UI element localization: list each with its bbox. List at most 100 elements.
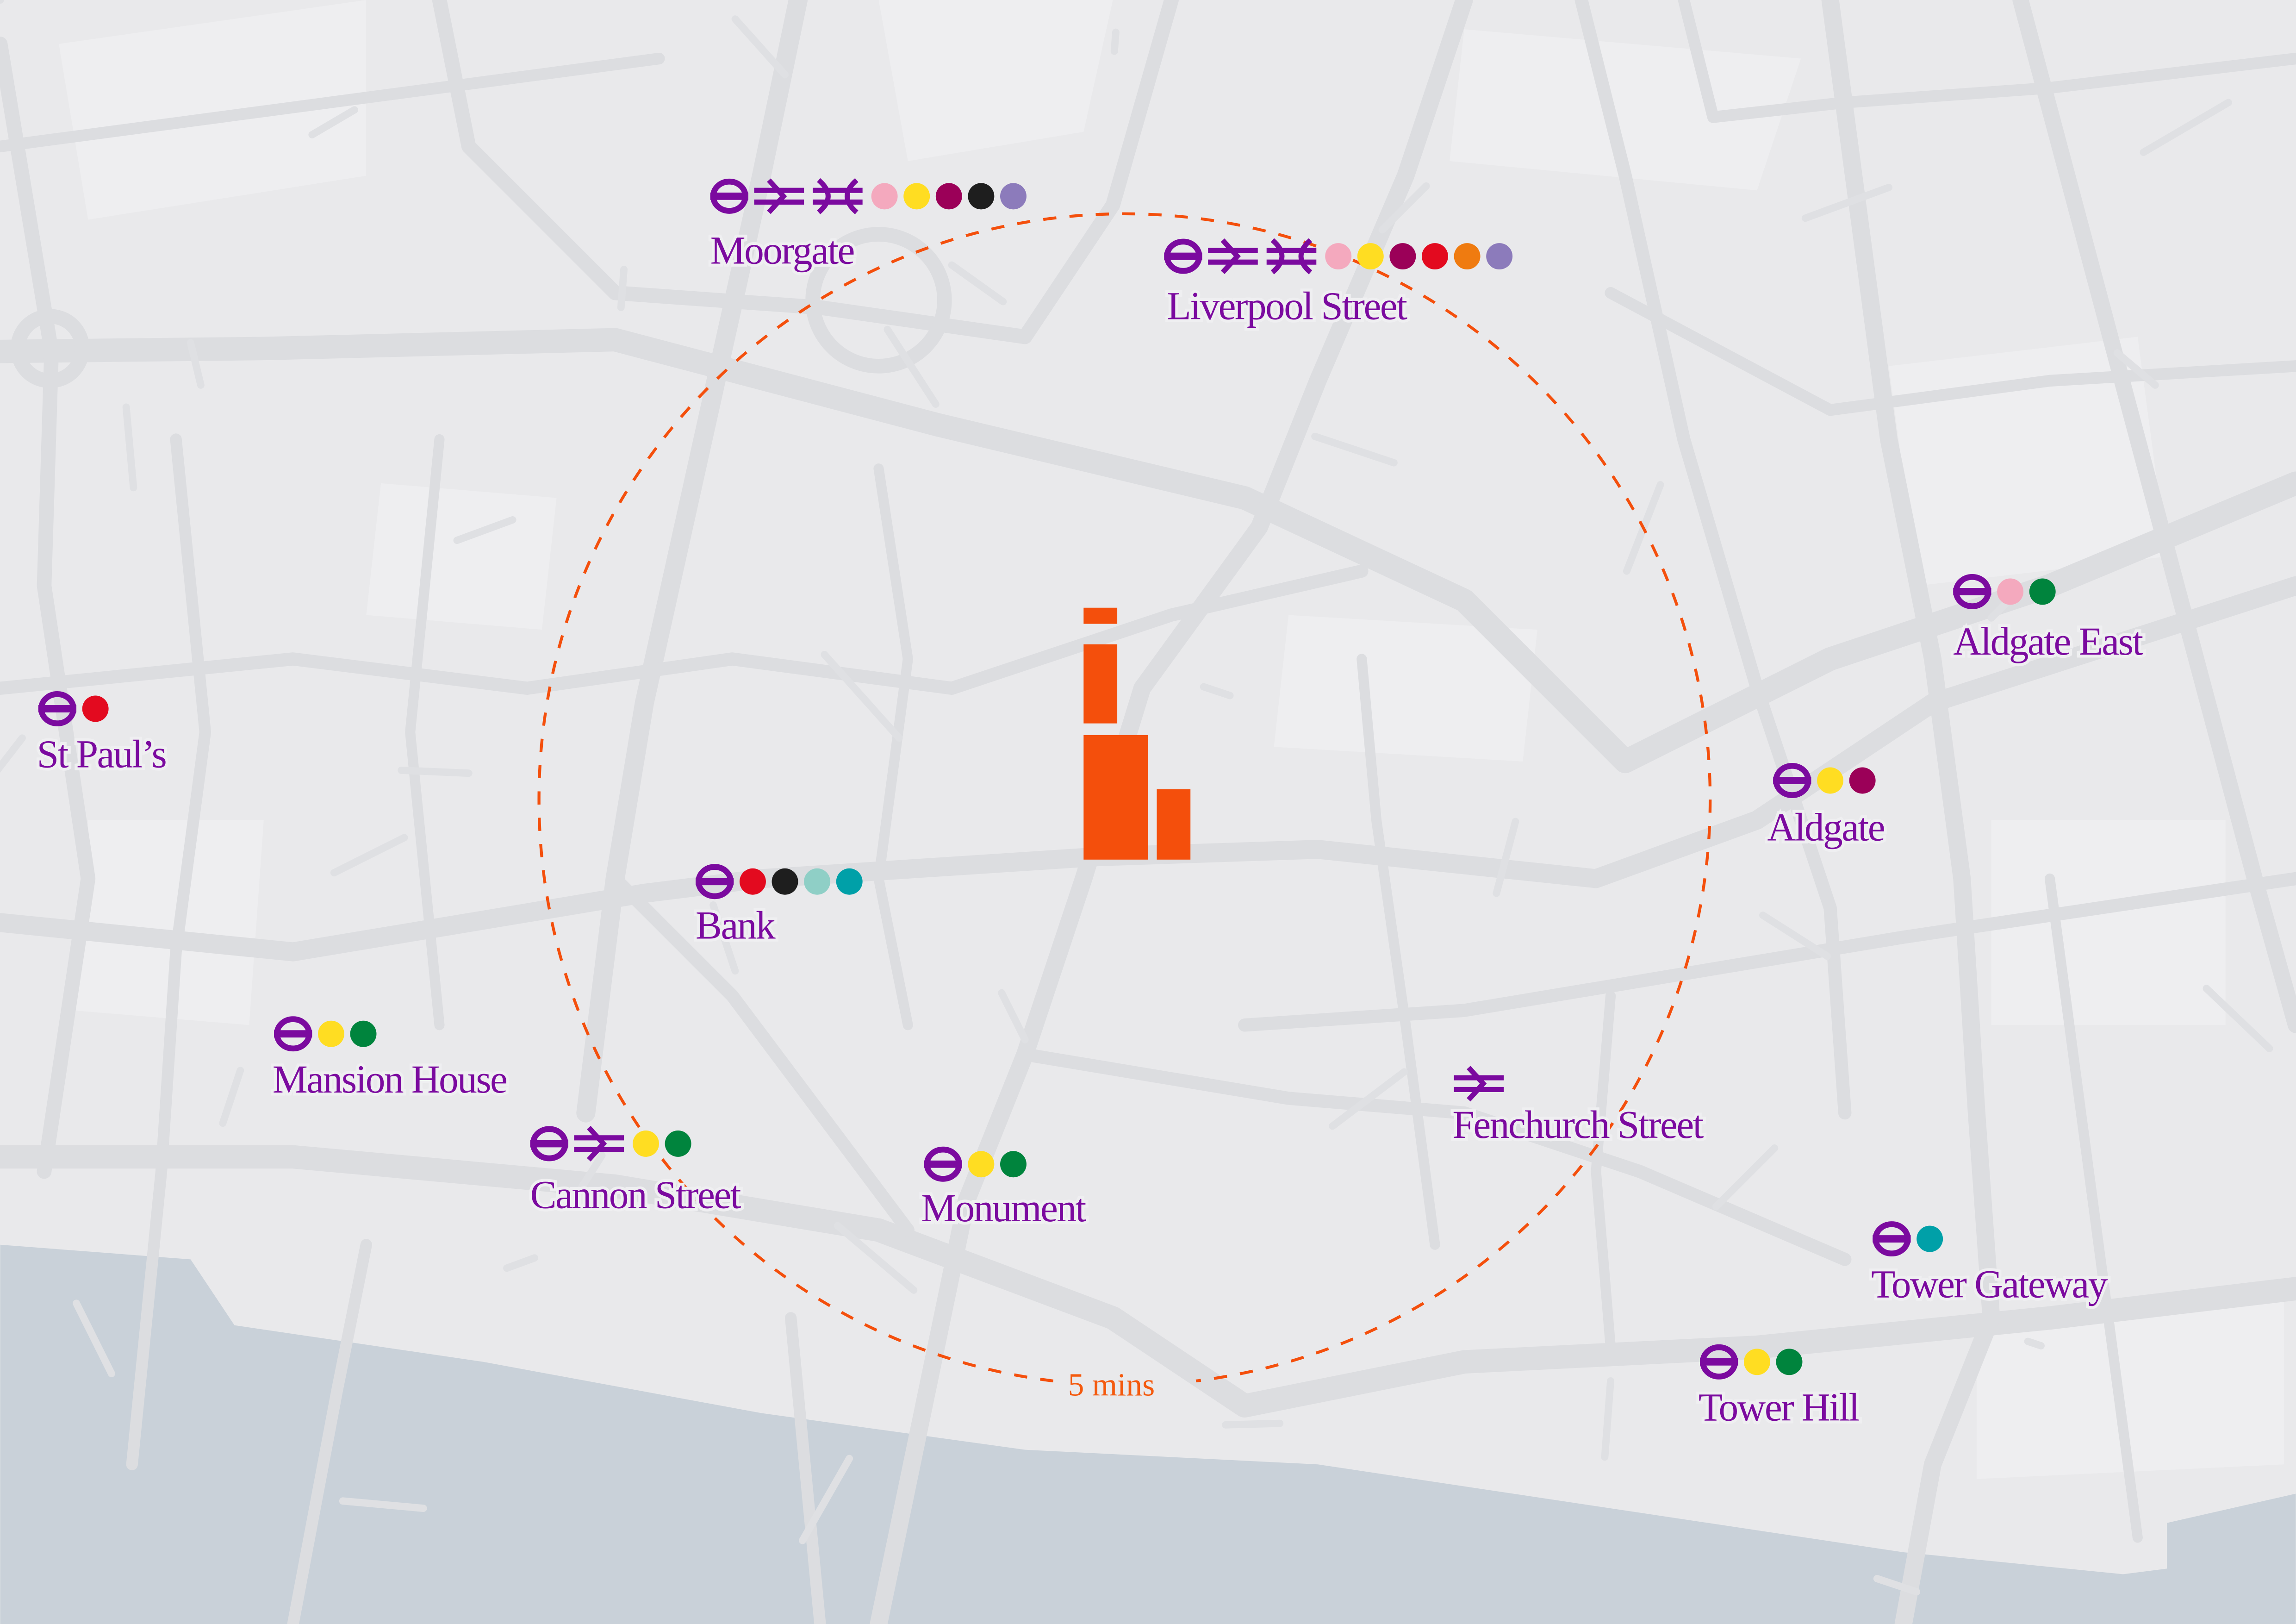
line-dot-light-teal bbox=[804, 868, 831, 895]
minor-road bbox=[709, 901, 739, 975]
minor-road bbox=[1329, 1068, 1408, 1130]
minor-road bbox=[503, 1254, 539, 1272]
minor-road bbox=[219, 1067, 244, 1127]
underground-roundel-icon bbox=[1953, 574, 1991, 609]
road bbox=[873, 463, 913, 1031]
line-dot-green bbox=[350, 1020, 377, 1047]
station-aldgate-east[interactable]: Aldgate East bbox=[1950, 574, 2147, 666]
minor-road bbox=[834, 1222, 918, 1294]
line-dot-yellow bbox=[968, 1151, 995, 1178]
road bbox=[1238, 872, 2296, 1032]
logo-stem bbox=[1083, 644, 1118, 724]
road bbox=[785, 1312, 826, 1624]
road bbox=[0, 576, 2296, 962]
line-dot-teal bbox=[836, 868, 863, 895]
underground-roundel-icon bbox=[1873, 1221, 1911, 1257]
elizabeth-line-icon bbox=[813, 178, 863, 214]
road bbox=[0, 328, 2296, 774]
line-dot-pink bbox=[1997, 578, 2024, 605]
station-bank[interactable]: Bank bbox=[693, 864, 863, 950]
station-moorgate[interactable]: Moorgate bbox=[707, 178, 1027, 275]
national-rail-icon bbox=[754, 178, 804, 214]
station-label: Monument bbox=[921, 1187, 1086, 1230]
minor-road bbox=[1311, 432, 1398, 467]
minor-road bbox=[948, 261, 1007, 306]
road bbox=[1605, 287, 2296, 416]
minor-road bbox=[1712, 1144, 1779, 1211]
station-label: Mansion House bbox=[273, 1058, 507, 1101]
minor-road bbox=[799, 1455, 853, 1544]
station-aldgate[interactable]: Aldgate bbox=[1764, 763, 1888, 852]
minor-road bbox=[1200, 683, 1234, 700]
minor-road bbox=[2140, 99, 2232, 156]
minor-road bbox=[1801, 183, 1892, 222]
station-label: Bank bbox=[696, 904, 776, 948]
line-dot-lilac bbox=[1000, 183, 1027, 210]
station-fenchurch-street[interactable]: Fenchurch Street bbox=[1450, 1066, 1708, 1149]
road bbox=[287, 1239, 372, 1624]
station-liverpool-street[interactable]: Liverpool Street bbox=[1164, 238, 1513, 331]
station-label: Cannon Street bbox=[530, 1174, 741, 1217]
minor-road bbox=[821, 651, 903, 742]
line-dot-green bbox=[1776, 1349, 1803, 1375]
road bbox=[126, 433, 212, 1470]
station-st-paul-s[interactable]: St Paul’s bbox=[34, 691, 170, 779]
underground-roundel-icon bbox=[924, 1146, 962, 1182]
underground-roundel-icon bbox=[274, 1016, 312, 1052]
station-label: Aldgate East bbox=[1953, 620, 2143, 663]
road bbox=[2012, 0, 2296, 1033]
underground-roundel-icon bbox=[38, 691, 77, 726]
minor-road bbox=[330, 834, 408, 877]
underground-roundel-icon bbox=[530, 1126, 568, 1162]
station-tower-hill[interactable]: Tower Hill bbox=[1696, 1344, 1863, 1432]
line-dot-green bbox=[2029, 578, 2056, 605]
road bbox=[1574, 0, 1852, 1120]
minor-road bbox=[1601, 1377, 1614, 1461]
minor-road bbox=[339, 1497, 427, 1512]
building-bars-logo bbox=[1083, 607, 1191, 860]
underground-roundel-icon bbox=[710, 178, 748, 214]
minor-road bbox=[398, 766, 473, 777]
stations: Moorgate Liverpool Street St Paul’s Aldgate… bbox=[34, 178, 2147, 1432]
road bbox=[1356, 654, 1440, 1250]
line-dot-yellow bbox=[903, 183, 930, 210]
line-dot-maroon bbox=[1849, 767, 1876, 794]
minor-road bbox=[453, 516, 516, 544]
minor-road bbox=[73, 1299, 115, 1377]
road bbox=[1821, 0, 2000, 1624]
minor-road bbox=[731, 15, 789, 79]
walk-time-label: 5 mins bbox=[1068, 1368, 1155, 1403]
minor-road bbox=[308, 106, 358, 138]
national-rail-icon bbox=[574, 1125, 624, 1162]
underground-roundel-icon bbox=[696, 864, 734, 899]
line-dot-black bbox=[772, 868, 798, 895]
walk-radius: 5 mins bbox=[537, 212, 1712, 1403]
national-rail-icon bbox=[1454, 1066, 1504, 1102]
station-monument[interactable]: Monument bbox=[918, 1146, 1090, 1233]
station-tower-gateway[interactable]: Tower Gateway bbox=[1868, 1221, 2112, 1309]
line-dot-maroon bbox=[1389, 243, 1416, 270]
road bbox=[0, 1145, 2296, 1418]
road bbox=[576, 0, 808, 1123]
station-cannon-street[interactable]: Cannon Street bbox=[527, 1125, 746, 1220]
line-dot-pink bbox=[1325, 243, 1352, 270]
road bbox=[1678, 0, 2296, 123]
station-label: Aldgate bbox=[1767, 806, 1885, 849]
roundabout bbox=[10, 309, 90, 388]
road bbox=[1591, 990, 1616, 1353]
line-dot-teal bbox=[1916, 1225, 1943, 1252]
lighter-blocks bbox=[59, 0, 2284, 1479]
minor-road bbox=[884, 325, 940, 408]
station-mansion-house[interactable]: Mansion House bbox=[270, 1016, 510, 1104]
line-dot-pink bbox=[871, 183, 898, 210]
line-dot-black bbox=[968, 183, 995, 210]
line-dot-maroon bbox=[935, 183, 962, 210]
underground-roundel-icon bbox=[1164, 238, 1202, 274]
minor-road bbox=[998, 989, 1029, 1043]
road bbox=[608, 872, 915, 1237]
line-dot-yellow bbox=[317, 1020, 344, 1047]
river-thames bbox=[0, 1244, 2296, 1624]
